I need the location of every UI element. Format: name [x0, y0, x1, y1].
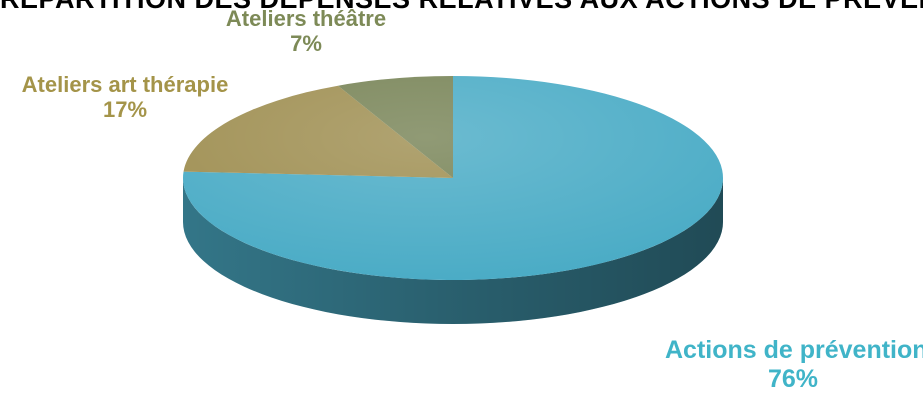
pie-sides [183, 178, 723, 324]
slice-label-name: Ateliers théâtre [225, 6, 387, 31]
chart-title: RÉPARTITION DES DÉPENSES RELATIVES AUX A… [0, 0, 923, 15]
slice-label-name: Actions de prévention [665, 336, 923, 364]
slice-label-percent: 76% [767, 364, 819, 393]
slice-label-actions-de-prevention: Actions de prévention 76% [665, 336, 923, 394]
slice-label-name: Ateliers art thérapie [21, 72, 229, 97]
pie-tops [182, 76, 724, 281]
slice-label-ateliers-theatre: Ateliers théâtre 7% [216, 6, 396, 57]
slice-label-percent: 17% [102, 97, 148, 123]
slice-label-percent: 7% [290, 31, 322, 57]
slice-label-ateliers-art-therapie: Ateliers art thérapie 17% [6, 72, 244, 123]
pie-side-shade-actions-de-prevention [183, 178, 723, 324]
